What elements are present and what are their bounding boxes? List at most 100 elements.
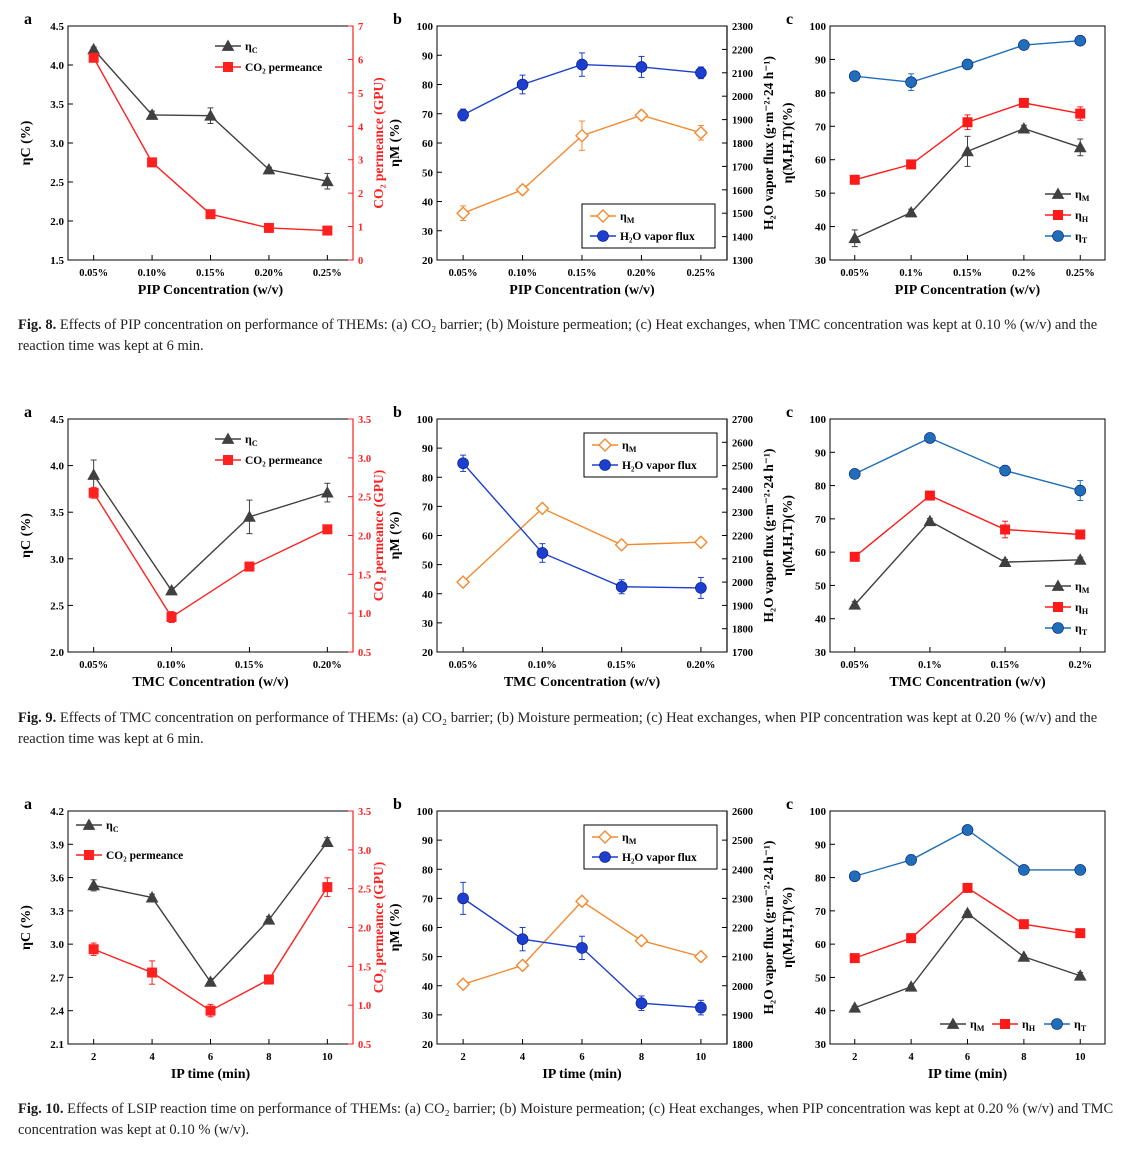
data-point — [244, 561, 255, 572]
series-line — [854, 437, 1081, 492]
data-point — [87, 468, 100, 480]
y-tick-label: 4.5 — [50, 414, 64, 426]
data-point — [635, 61, 648, 73]
y-tick-label: 30 — [815, 647, 827, 659]
y-tick-label: 100 — [810, 21, 827, 33]
y-tick-label: 50 — [422, 952, 434, 964]
x-tick-label: 0.20% — [254, 268, 283, 279]
y-tick-label: 4.0 — [50, 60, 64, 72]
series-H₂O vapor flux — [457, 454, 707, 599]
series-ηH — [849, 882, 1086, 964]
data-point — [166, 612, 177, 623]
legend: ηM H₂O vapor flux — [581, 203, 716, 249]
data-point — [924, 490, 935, 501]
y2-tick-label: 2200 — [732, 924, 753, 935]
y-tick-label: 2.4 — [50, 1006, 64, 1018]
series-CO₂ permeance — [88, 877, 333, 1018]
data-point — [849, 953, 860, 964]
y2-tick-label: 5 — [358, 89, 363, 100]
x-tick-label: 0.10% — [508, 268, 537, 279]
x-tick-label: 0.15% — [235, 660, 264, 671]
y2-tick-label: 2300 — [732, 22, 753, 33]
data-point — [575, 894, 589, 909]
data-point — [1073, 140, 1087, 153]
y2-tick-label: 1900 — [732, 1011, 753, 1022]
y2-tick-label: 4 — [358, 122, 364, 133]
y-axis-label: ηM (%) — [388, 511, 403, 559]
x-tick-label: 0.05% — [79, 268, 108, 279]
panel-letter: c — [786, 404, 793, 421]
y-tick-label: 3.0 — [50, 554, 64, 566]
legend-label: ηM — [970, 1017, 985, 1033]
series-line — [93, 57, 328, 232]
y-tick-label: 50 — [422, 167, 434, 179]
y-tick-label: 3.0 — [50, 939, 64, 951]
y-tick-label: 40 — [815, 1006, 827, 1018]
y2-tick-label: 3 — [358, 156, 363, 167]
legend-label: ηM — [620, 209, 635, 225]
series-ηC — [87, 459, 334, 596]
y-tick-label: 30 — [815, 1039, 827, 1051]
y2-tick-label: 7 — [358, 22, 363, 33]
series-ηM — [456, 108, 708, 222]
series-ηT — [848, 34, 1087, 92]
chart-fig8-b: b 0.05% 0.10% 0.15% 0.20% 0.25% PIP Concentrat… — [388, 11, 776, 298]
legend-marker — [82, 818, 96, 830]
data-point — [1074, 484, 1087, 497]
data-point — [1000, 524, 1011, 535]
data-point — [87, 878, 100, 891]
y2-tick-label: 1700 — [732, 162, 753, 173]
y-tick-label: 50 — [815, 188, 827, 200]
x-tick-label: 0.20% — [313, 660, 342, 671]
legend-label: ηM — [1075, 579, 1090, 595]
y2-tick-label: 2 — [358, 189, 363, 200]
data-point — [147, 967, 158, 978]
data-point — [456, 575, 471, 590]
legend-marker — [1051, 187, 1065, 199]
x-tick-label: 8 — [266, 1052, 271, 1063]
y-tick-label: 70 — [815, 906, 827, 918]
data-point — [848, 870, 861, 883]
series-H₂O vapor flux — [457, 881, 707, 1016]
legend: ηM H₂O vapor flux — [583, 432, 718, 478]
data-point — [905, 854, 917, 866]
legend-marker — [1000, 1019, 1010, 1029]
legend-label: H₂O vapor flux — [620, 231, 695, 243]
y-tick-label: 80 — [815, 481, 827, 493]
y-tick-label: 40 — [815, 614, 827, 626]
x-axis-label: TMC Concentration (w/v) — [132, 675, 289, 690]
x-tick-label: 4 — [149, 1052, 155, 1063]
chart-fig10-a: a 2 4 6 8 10 IP time (min) 2.1 2.4 2.7 3.0 3.3 3.6 3.… — [19, 796, 386, 1082]
y-tick-label: 3.0 — [50, 138, 64, 150]
x-tick-label: 0.15% — [953, 268, 982, 279]
y-tick-label: 100 — [417, 806, 434, 818]
legend: ηC CO₂ permeance — [76, 818, 183, 862]
caption-label: Fig. 9. — [18, 710, 57, 726]
series-line — [462, 507, 701, 583]
legend-marker — [597, 230, 609, 242]
data-point — [322, 524, 333, 535]
caption-fig8: Fig. 8. Effects of PIP concentration on … — [18, 315, 1133, 357]
panel-letter: b — [393, 11, 402, 28]
y-tick-label: 50 — [422, 560, 434, 572]
y-tick-label: 40 — [422, 197, 434, 209]
data-point — [961, 906, 974, 919]
data-point — [1075, 928, 1086, 939]
plot-frame — [829, 810, 1106, 1045]
legend-label: CO₂ permeance — [245, 455, 322, 467]
series-line — [854, 887, 1081, 959]
data-point — [457, 109, 469, 121]
y2-tick-label: 2100 — [732, 555, 753, 566]
series-ηC — [87, 42, 334, 190]
legend: ηM ηH ηT — [940, 1017, 1087, 1033]
data-point — [695, 582, 707, 594]
x-tick-label: 0.1% — [918, 660, 942, 671]
y-tick-label: 60 — [815, 547, 827, 559]
legend-marker — [221, 432, 235, 444]
series-line — [93, 886, 328, 1012]
panel-letter: a — [24, 796, 32, 813]
y2-axis-label: CO₂ permeance (GPU) — [371, 77, 386, 209]
y-axis-label: η(M,H,T)(%) — [781, 887, 796, 968]
data-point — [321, 174, 334, 187]
y2-tick-label: 2100 — [732, 953, 753, 964]
